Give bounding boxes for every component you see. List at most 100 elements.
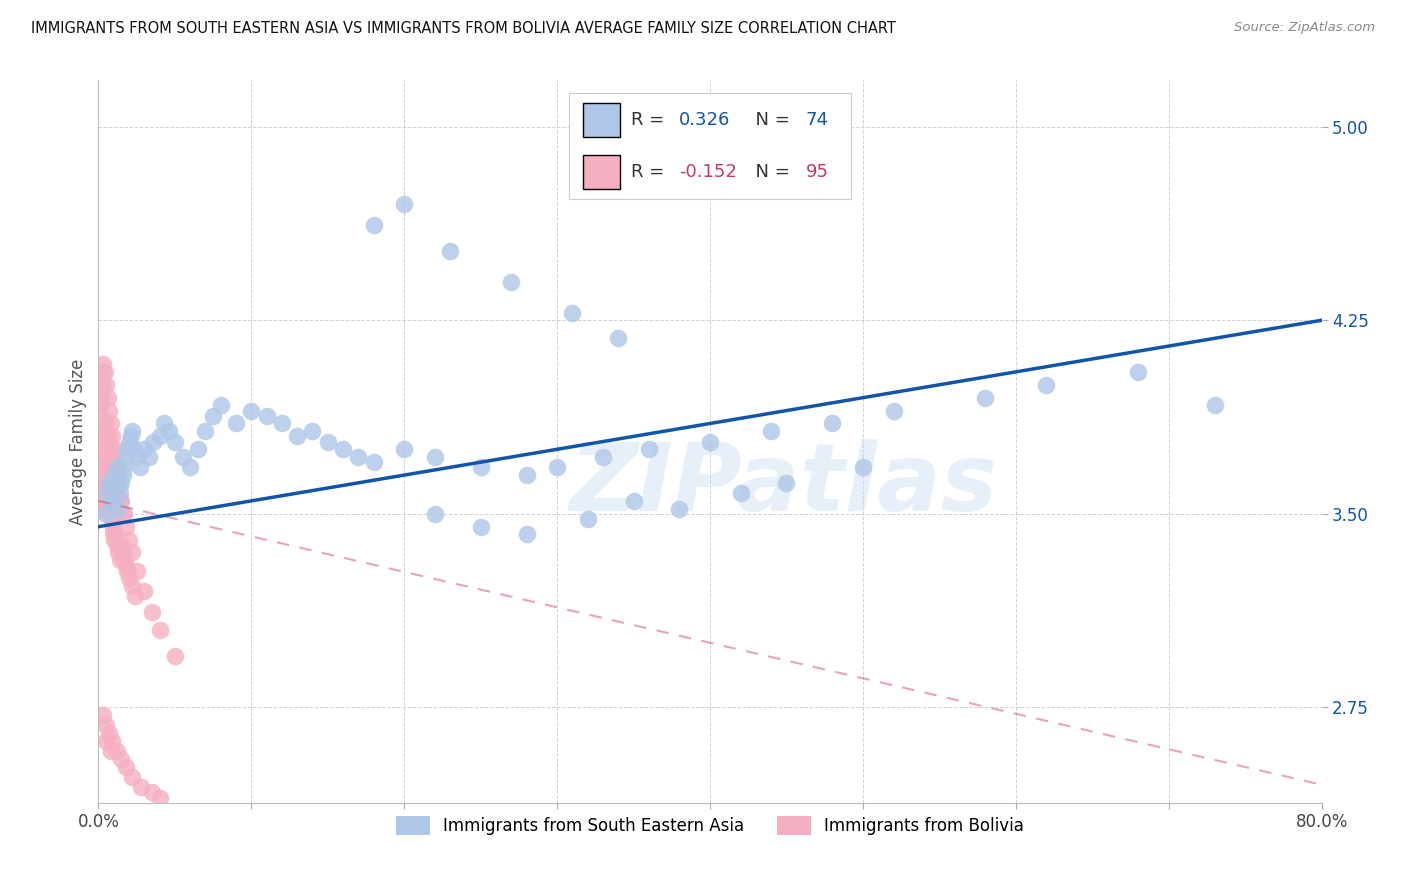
Point	[111, 545, 134, 559]
Point	[104, 455, 127, 469]
Point	[347, 450, 370, 464]
Point	[775, 475, 797, 490]
Point	[110, 494, 132, 508]
Point	[97, 468, 120, 483]
Point	[121, 579, 143, 593]
Point	[108, 486, 131, 500]
Point	[91, 377, 114, 392]
Point	[103, 442, 125, 457]
Point	[94, 429, 117, 443]
Point	[730, 486, 752, 500]
Point	[107, 545, 129, 559]
Point	[301, 424, 323, 438]
Point	[576, 512, 599, 526]
Point	[470, 519, 492, 533]
Point	[96, 442, 118, 457]
Point	[91, 365, 114, 379]
Point	[111, 468, 134, 483]
Point	[363, 455, 385, 469]
Point	[89, 475, 111, 490]
Point	[561, 305, 583, 319]
Point	[153, 417, 176, 431]
Point	[117, 442, 139, 457]
Point	[149, 790, 172, 805]
Point	[883, 403, 905, 417]
Point	[974, 391, 997, 405]
Point	[93, 434, 115, 449]
Point	[392, 197, 416, 211]
Point	[97, 450, 120, 464]
Point	[94, 434, 117, 449]
Point	[94, 424, 117, 438]
Point	[118, 533, 141, 547]
Point	[93, 357, 115, 371]
Point	[103, 468, 125, 483]
Point	[1035, 377, 1057, 392]
Point	[225, 417, 247, 431]
Point	[115, 450, 138, 464]
Point	[103, 533, 125, 547]
Point	[316, 434, 339, 449]
Point	[94, 507, 117, 521]
Point	[256, 409, 278, 423]
Point	[363, 218, 385, 232]
Point	[240, 403, 263, 417]
Point	[120, 429, 142, 443]
Point	[110, 538, 132, 552]
Point	[112, 553, 135, 567]
Point	[96, 434, 118, 449]
Point	[179, 460, 201, 475]
Point	[759, 424, 782, 438]
Point	[439, 244, 461, 258]
Point	[93, 442, 115, 457]
Point	[121, 424, 143, 438]
Point	[852, 460, 875, 475]
Point	[91, 373, 114, 387]
Point	[110, 752, 132, 766]
Point	[699, 434, 721, 449]
Point	[637, 442, 661, 457]
Point	[125, 450, 148, 464]
Point	[209, 398, 232, 412]
Point	[115, 759, 138, 773]
Legend: Immigrants from South Eastern Asia, Immigrants from Bolivia: Immigrants from South Eastern Asia, Immi…	[389, 809, 1031, 841]
Point	[98, 475, 121, 490]
Point	[516, 527, 538, 541]
Point	[117, 564, 139, 578]
Point	[97, 460, 120, 475]
Point	[141, 605, 163, 619]
Point	[100, 494, 122, 508]
Point	[90, 486, 112, 500]
Point	[115, 558, 138, 573]
Point	[115, 519, 138, 533]
Point	[592, 450, 614, 464]
Point	[101, 734, 124, 748]
Point	[470, 460, 492, 475]
Point	[98, 475, 121, 490]
Point	[821, 417, 844, 431]
Point	[105, 475, 128, 490]
Point	[93, 429, 115, 443]
Point	[98, 403, 121, 417]
Point	[89, 398, 111, 412]
Point	[101, 512, 124, 526]
Point	[423, 507, 446, 521]
Point	[122, 442, 145, 457]
Point	[546, 460, 568, 475]
Point	[93, 442, 115, 457]
Point	[332, 442, 354, 457]
Point	[501, 275, 523, 289]
Point	[187, 442, 209, 457]
Point	[91, 450, 114, 464]
Point	[108, 553, 131, 567]
Point	[202, 409, 225, 423]
Point	[134, 584, 156, 599]
Point	[1204, 398, 1226, 412]
Point	[101, 429, 124, 443]
Point	[105, 744, 128, 758]
Point	[668, 501, 690, 516]
Point	[107, 501, 129, 516]
Point	[94, 718, 117, 732]
Point	[129, 780, 152, 795]
Point	[98, 726, 121, 740]
